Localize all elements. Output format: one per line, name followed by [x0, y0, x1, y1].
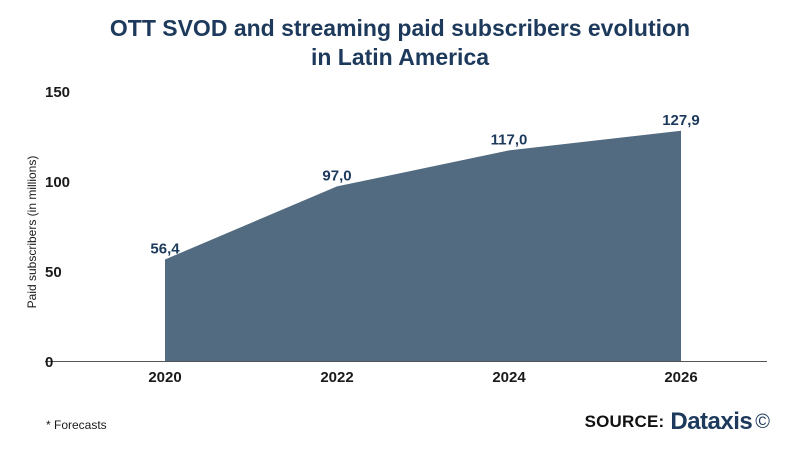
- data-label: 117,0: [491, 131, 528, 148]
- source-credit: SOURCE: Dataxis ©: [585, 408, 770, 436]
- chart-title-line-2: in Latin America: [310, 44, 490, 70]
- dataxis-logo: Dataxis: [670, 408, 753, 435]
- area-series: [165, 130, 681, 361]
- copyright-icon: ©: [755, 410, 770, 433]
- y-tick-label: 150: [45, 84, 70, 101]
- source-label: SOURCE:: [584, 412, 665, 431]
- x-tick-label: 2022: [320, 369, 353, 386]
- x-tick-label: 2024: [492, 369, 526, 386]
- data-label: 56,4: [150, 240, 180, 257]
- x-tick-label: 2020: [148, 369, 181, 386]
- chart-title: OTT SVOD and streaming paid subscribers …: [0, 14, 800, 72]
- forecast-footnote: * Forecasts: [46, 418, 107, 432]
- y-tick-label: 0: [45, 354, 53, 371]
- data-label: 97,0: [322, 167, 351, 184]
- chart-title-line-1: OTT SVOD and streaming paid subscribers …: [109, 15, 691, 41]
- x-tick-label: 2026: [664, 369, 697, 386]
- y-tick-label: 100: [45, 174, 70, 191]
- y-axis-label: Paid subscribers (in millions): [25, 156, 39, 309]
- data-label: 127,9: [662, 112, 700, 129]
- y-tick-label: 50: [45, 264, 62, 281]
